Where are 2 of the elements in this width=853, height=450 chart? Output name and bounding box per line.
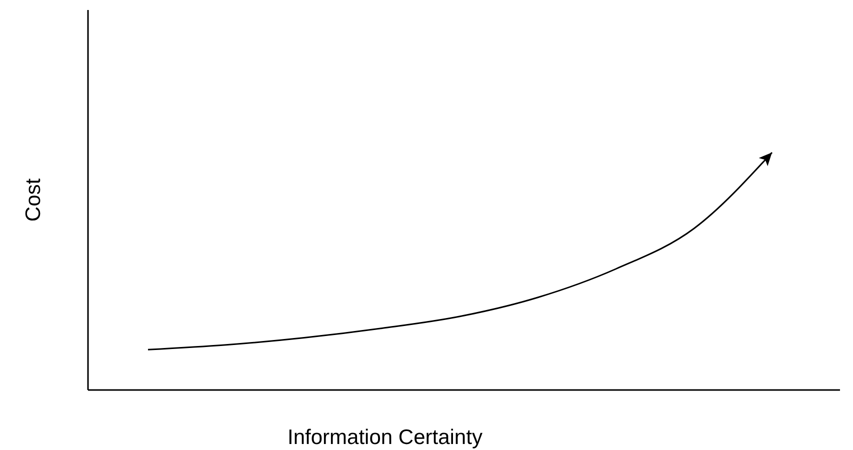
y-axis-title: Cost (22, 178, 45, 222)
x-axis-title: Information Certainty (288, 426, 483, 449)
